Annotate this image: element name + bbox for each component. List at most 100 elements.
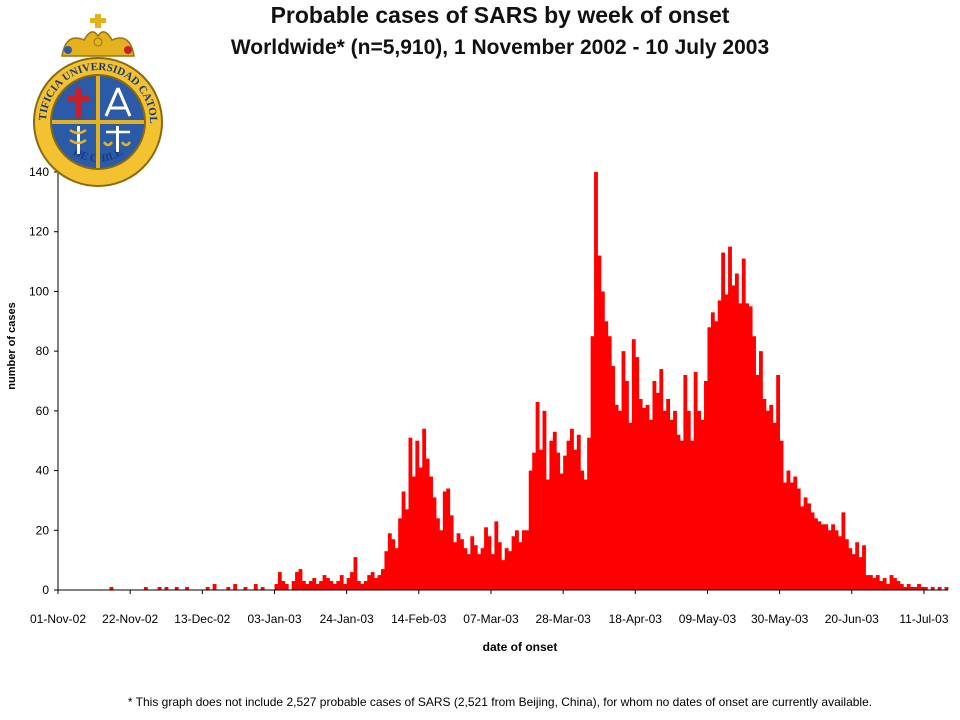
bar-2003-06-25 [868, 575, 873, 590]
y-tick-label-100: 100 [29, 284, 49, 298]
bar-2003-02-02 [377, 575, 382, 590]
bar-2003-04-24 [655, 392, 660, 590]
bar-2003-05-06 [697, 410, 701, 590]
bar-2003-06-04 [796, 488, 801, 590]
bar-2003-06-13 [827, 530, 832, 590]
bar-2003-03-27 [559, 473, 564, 590]
bar-2003-01-22 [339, 575, 344, 590]
bar-2003-04-21 [645, 404, 650, 590]
bar-2003-06-30 [886, 584, 890, 590]
bar-2003-03-28 [563, 455, 567, 590]
x-tick-label-5: 14-Feb-03 [391, 612, 447, 626]
bar-2003-06-18 [844, 539, 849, 590]
bar-2003-01-27 [356, 581, 361, 590]
bar-2003-04-29 [673, 410, 677, 590]
bar-2003-05-18 [738, 303, 743, 590]
bar-2003-01-30 [367, 575, 372, 590]
bar-2003-04-05 [590, 336, 595, 590]
bar-2003-05-23 [755, 375, 760, 590]
bar-2003-05-28 [772, 422, 777, 590]
bar-2003-01-08 [291, 581, 296, 590]
bar-2002-11-30 [157, 587, 162, 590]
bar-2003-03-11 [504, 548, 509, 590]
bar-2003-05-02 [683, 375, 688, 590]
bar-2003-06-27 [875, 575, 880, 590]
bar-2003-05-30 [779, 440, 784, 590]
bar-2003-03-25 [552, 431, 557, 590]
bar-2003-05-09 [707, 327, 712, 590]
bar-2003-05-15 [728, 246, 732, 590]
bar-2003-05-17 [734, 273, 739, 590]
bar-2003-05-25 [762, 398, 767, 590]
x-tick-label-8: 18-Apr-03 [609, 612, 663, 626]
bar-2003-03-31 [573, 449, 578, 590]
bar-2003-05-26 [765, 410, 770, 590]
bar-2003-06-29 [882, 578, 887, 590]
bar-2003-04-14 [621, 351, 626, 590]
y-tick-label-20: 20 [36, 523, 50, 537]
bar-2003-04-28 [669, 419, 674, 590]
bar-2003-02-14 [418, 467, 423, 590]
bar-2003-01-19 [329, 581, 334, 590]
bar-2003-05-05 [693, 372, 698, 590]
bar-2003-03-22 [542, 410, 547, 590]
bar-2003-04-25 [659, 369, 664, 590]
bar-2003-01-11 [301, 581, 306, 590]
bar-2003-03-24 [549, 440, 554, 590]
bar-2003-01-17 [322, 575, 327, 590]
bar-2003-04-23 [652, 381, 657, 590]
bar-2003-07-17 [944, 587, 949, 590]
bar-2003-06-01 [786, 470, 791, 590]
bar-2003-05-12 [717, 300, 722, 590]
bar-2003-01-04 [277, 572, 282, 590]
bar-2002-12-22 [233, 584, 238, 590]
bar-2003-02-21 [442, 491, 447, 590]
bar-2003-01-14 [312, 578, 317, 590]
bar-2003-01-29 [363, 581, 368, 590]
bar-2003-02-05 [387, 533, 392, 590]
bar-2003-06-05 [800, 506, 805, 590]
bar-2002-12-25 [243, 587, 248, 590]
bar-2003-06-19 [848, 548, 853, 590]
bar-2003-06-10 [817, 521, 822, 590]
bar-2003-02-09 [401, 491, 406, 590]
bar-2003-04-22 [649, 419, 653, 590]
bar-2003-07-06 [906, 584, 911, 590]
footnote: * This graph does not include 2,527 prob… [127, 695, 873, 709]
bar-2003-06-28 [879, 581, 884, 590]
x-tick-label-4: 24-Jan-03 [320, 612, 374, 626]
bar-2003-02-03 [381, 569, 385, 590]
bar-2003-04-15 [624, 381, 629, 590]
bar-2003-05-20 [745, 303, 750, 590]
bar-2003-02-08 [398, 518, 403, 590]
crown-icon [61, 14, 135, 57]
bar-2003-01-31 [370, 572, 375, 590]
x-axis-label: date of onset [482, 640, 558, 654]
x-tick-label-2: 13-Dec-02 [174, 612, 230, 626]
y-tick-label-140: 140 [29, 165, 49, 179]
x-tick-label-11: 20-Jun-03 [825, 612, 879, 626]
bar-2003-01-13 [308, 581, 313, 590]
x-tick-label-6: 07-Mar-03 [463, 612, 519, 626]
bar-2003-04-11 [611, 366, 616, 590]
bar-2003-02-01 [374, 578, 378, 590]
bar-2003-06-12 [824, 524, 829, 590]
bar-2003-04-20 [642, 407, 647, 590]
bar-2003-01-16 [319, 581, 323, 590]
bar-2003-05-19 [741, 258, 746, 590]
bar-2003-04-18 [635, 357, 640, 590]
bar-2003-01-06 [284, 584, 289, 590]
bar-2003-01-09 [295, 572, 299, 590]
x-tick-label-0: 01-Nov-02 [30, 612, 86, 626]
y-tick-label-120: 120 [29, 225, 49, 239]
bar-2003-04-13 [618, 410, 622, 590]
bar-2003-07-02 [893, 578, 897, 590]
bar-2003-01-10 [298, 569, 303, 590]
bar-2003-06-02 [789, 482, 794, 590]
bar-2002-12-05 [174, 587, 179, 590]
bar-2003-06-03 [793, 476, 798, 590]
bar-2003-03-12 [508, 551, 512, 590]
bar-2003-01-26 [353, 557, 358, 590]
bar-2003-07-09 [917, 584, 921, 590]
bar-2003-05-08 [704, 381, 708, 590]
